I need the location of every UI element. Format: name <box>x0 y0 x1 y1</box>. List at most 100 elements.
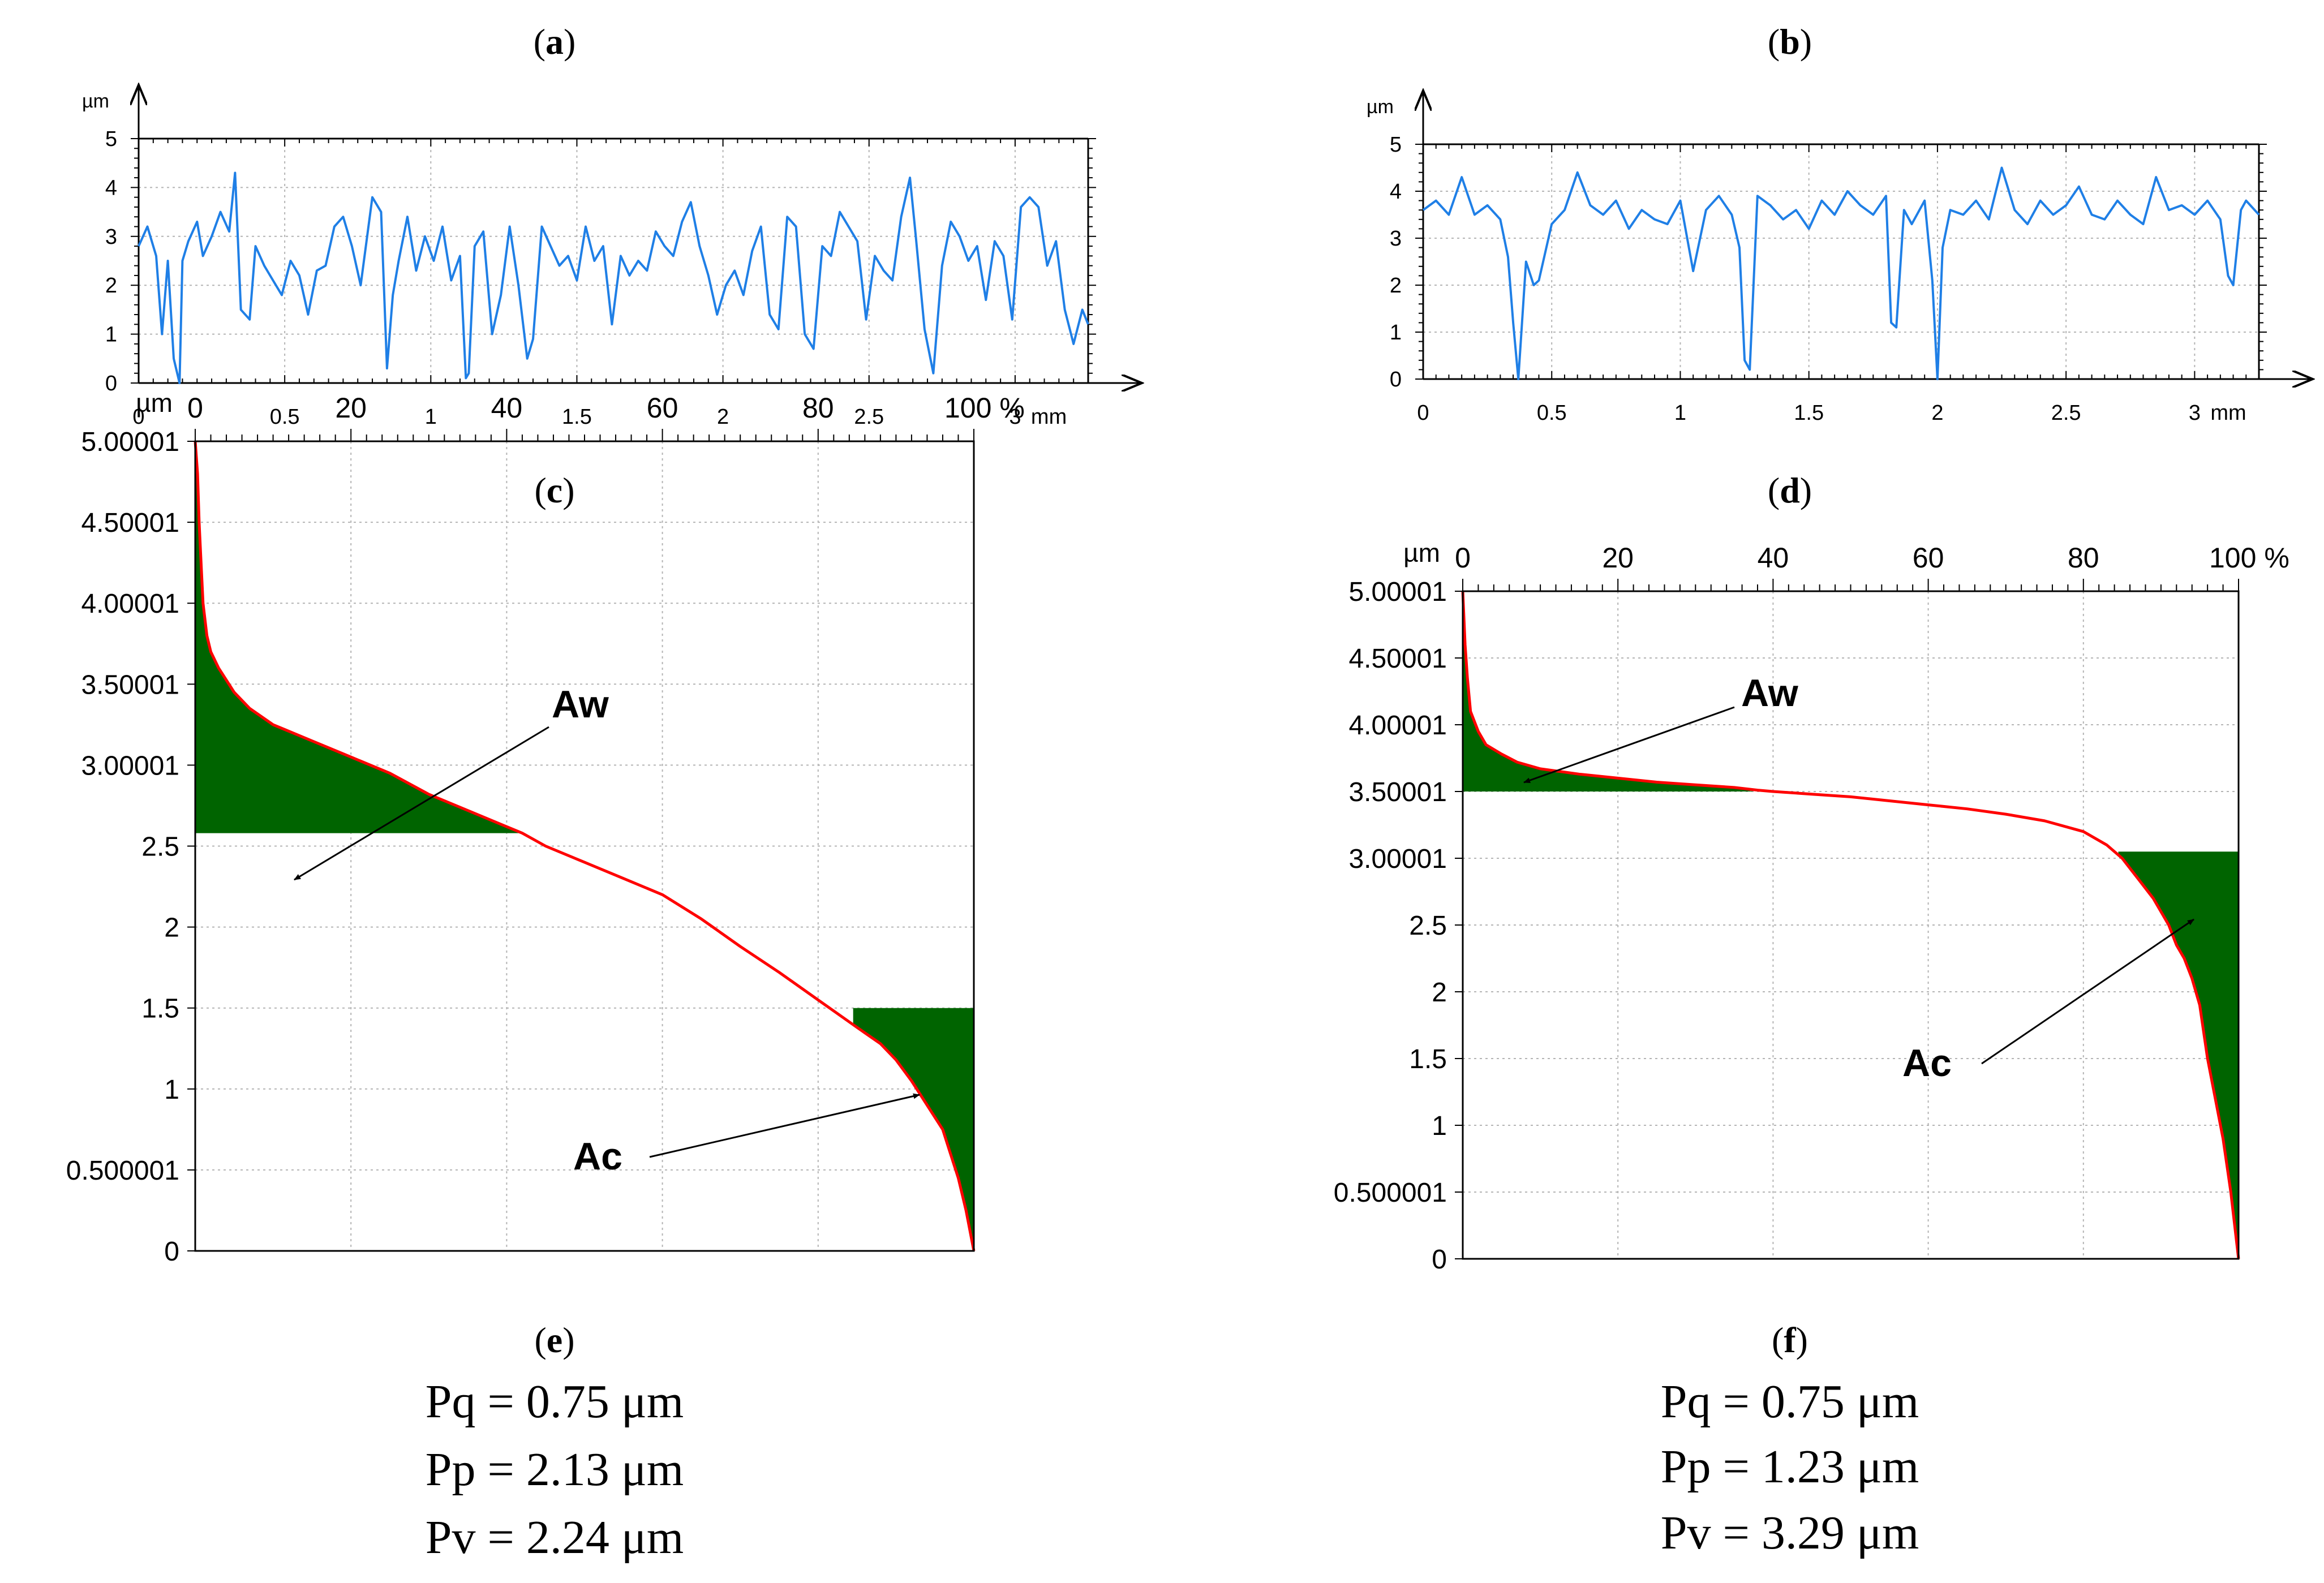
profile-series-line <box>1422 166 2260 380</box>
ac-label-c: Ac <box>573 1135 622 1178</box>
y-tick-label: 4.00001 <box>81 589 179 619</box>
y-tick-label: 4 <box>1390 180 1402 204</box>
area-aw <box>195 441 522 833</box>
x-tick-label: 80 <box>802 392 834 424</box>
profile-chart-a: 0 1 2 3 4 5 0 0.5 1 1.5 2 2.5 3 mm µm <box>82 85 1142 429</box>
x-tick-label: 20 <box>335 392 367 424</box>
aw-label-c: Aw <box>552 683 609 726</box>
x-tick-label: 40 <box>1758 542 1789 574</box>
panel-label-a: (a) <box>534 21 576 62</box>
x-tick-label: 0 <box>132 405 144 429</box>
y-tick-label: 3.50001 <box>1348 777 1447 807</box>
x-tick-label: 100 % <box>944 392 1025 424</box>
area-ac <box>2118 851 2239 1259</box>
panel-label-b: (b) <box>1768 21 1812 62</box>
bearing-chart-d: 0 20 40 60 80 100 %5.000014.500014.000013.500… <box>1334 538 2289 1275</box>
x-tick-label: 2.5 <box>2051 401 2081 425</box>
annotation-arrow <box>649 1093 920 1158</box>
y-tick-label: 3.00001 <box>1348 844 1447 874</box>
x-tick-label: 0 <box>187 392 203 424</box>
y-unit-label: µm <box>1403 538 1440 567</box>
pp-f: Pp = 1.23 μm <box>1661 1440 1919 1493</box>
profile-series-line <box>138 171 1089 384</box>
y-tick-label: 4.50001 <box>1348 644 1447 674</box>
y-tick-label: 5.00001 <box>81 427 179 457</box>
y-tick-label: 0.500001 <box>66 1156 179 1186</box>
bearing-chart-c: 0 20 40 60 80 100 %5.000014.500014.000013.500… <box>66 388 1025 1267</box>
y-tick-label: 3.00001 <box>81 751 179 781</box>
y-tick-label: 2 <box>164 913 179 943</box>
y-tick-label: 0 <box>1390 368 1402 392</box>
x-unit-label: mm <box>2210 401 2246 425</box>
x-tick-label: 1.5 <box>1794 401 1824 425</box>
x-tick-label: 60 <box>647 392 678 424</box>
x-unit-label: mm <box>1031 405 1067 429</box>
panel-label-c: (c) <box>534 470 574 510</box>
y-unit-label: µm <box>136 388 173 418</box>
y-tick-label: 3 <box>105 225 117 249</box>
pq-e: Pq = 0.75 μm <box>426 1375 684 1428</box>
profile-chart-b: 0 1 2 3 4 5 0 0.5 1 1.5 2 2.5 3 mm µm <box>1367 91 2313 425</box>
y-tick-label: 2 <box>1390 274 1402 298</box>
x-tick-label: 1.5 <box>562 405 592 429</box>
y-tick-label: 2 <box>105 274 117 298</box>
y-tick-label: 5 <box>105 127 117 151</box>
y-tick-label: 4 <box>105 176 117 200</box>
x-tick-label: 1 <box>425 405 437 429</box>
panel-label-d: (d) <box>1768 470 1812 510</box>
x-tick-label: 40 <box>491 392 523 424</box>
pv-e: Pv = 2.24 μm <box>426 1511 684 1564</box>
y-tick-label: 3.50001 <box>81 670 179 700</box>
y-tick-label: 4.50001 <box>81 508 179 538</box>
y-tick-label: 0.500001 <box>1334 1178 1447 1208</box>
y-tick-label: 1 <box>164 1075 179 1105</box>
pv-f: Pv = 3.29 μm <box>1661 1507 1919 1559</box>
bearing-curve <box>194 441 976 1251</box>
x-tick-label: 3 <box>2189 401 2201 425</box>
pq-f: Pq = 0.75 μm <box>1661 1375 1919 1428</box>
x-tick-label: 0.5 <box>1537 401 1567 425</box>
y-tick-label: 4.00001 <box>1348 711 1447 741</box>
y-tick-label: 5 <box>1390 133 1402 157</box>
annotation-arrow <box>1981 918 2194 1065</box>
y-tick-label: 2.5 <box>1409 911 1447 941</box>
y-tick-label: 2.5 <box>141 832 179 862</box>
x-tick-label: 0 <box>1455 542 1471 574</box>
annotation-arrow <box>1523 706 1735 784</box>
x-tick-label: 2 <box>717 405 729 429</box>
pp-e: Pp = 2.13 μm <box>426 1443 684 1496</box>
x-tick-label: 60 <box>1913 542 1944 574</box>
y-tick-label: 2 <box>1432 978 1447 1008</box>
y-tick-label: 0 <box>1432 1245 1447 1275</box>
panel-label-f: (f) <box>1772 1320 1808 1360</box>
area-ac <box>853 1008 974 1251</box>
y-tick-label: 1 <box>1432 1111 1447 1141</box>
x-tick-label: 2 <box>1931 401 1943 425</box>
x-tick-label: 0.5 <box>270 405 300 429</box>
y-tick-label: 3 <box>1390 227 1402 251</box>
x-tick-label: 1 <box>1674 401 1686 425</box>
x-tick-label: 80 <box>2068 542 2099 574</box>
bearing-curve <box>1461 591 2240 1259</box>
y-tick-label: 0 <box>164 1237 179 1267</box>
x-tick-label: 3 <box>1009 405 1021 429</box>
ac-label-d: Ac <box>1902 1042 1952 1085</box>
x-tick-label: 0 <box>1417 401 1429 425</box>
plot-frame <box>194 440 975 1252</box>
y-tick-label: 1.5 <box>141 994 179 1024</box>
y-tick-label: 1 <box>105 323 117 347</box>
y-tick-label: 1.5 <box>1409 1044 1447 1074</box>
y-unit-label: µm <box>82 91 109 112</box>
x-tick-label: 20 <box>1602 542 1634 574</box>
panel-label-e: (e) <box>534 1320 574 1360</box>
y-unit-label: µm <box>1367 96 1394 118</box>
aw-label-d: Aw <box>1741 672 1799 715</box>
plot-frame <box>1462 590 2240 1260</box>
y-tick-label: 1 <box>1390 321 1402 345</box>
x-tick-label: 100 % <box>2209 542 2289 574</box>
y-tick-label: 5.00001 <box>1348 577 1447 607</box>
y-tick-label: 0 <box>105 372 117 395</box>
annotation-arrow <box>294 726 549 881</box>
x-tick-label: 2.5 <box>854 405 884 429</box>
area-aw <box>1463 591 1754 792</box>
